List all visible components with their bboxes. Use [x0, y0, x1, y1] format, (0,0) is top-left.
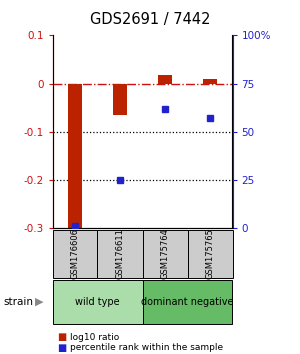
Text: GSM176606: GSM176606 — [70, 228, 80, 280]
Text: ■: ■ — [57, 343, 66, 353]
Bar — [203, 79, 217, 84]
Bar — [68, 84, 82, 228]
Text: GSM175765: GSM175765 — [206, 229, 214, 279]
Bar — [113, 84, 127, 115]
Text: ▶: ▶ — [34, 297, 43, 307]
Text: GSM176611: GSM176611 — [116, 229, 124, 279]
Text: wild type: wild type — [75, 297, 120, 307]
Text: log10 ratio: log10 ratio — [70, 332, 120, 342]
Text: strain: strain — [3, 297, 33, 307]
Text: GSM175764: GSM175764 — [160, 229, 169, 279]
Text: GDS2691 / 7442: GDS2691 / 7442 — [90, 12, 210, 27]
Text: dominant negative: dominant negative — [141, 297, 234, 307]
Bar — [158, 75, 172, 84]
Text: ■: ■ — [57, 332, 66, 342]
Text: percentile rank within the sample: percentile rank within the sample — [70, 343, 224, 352]
